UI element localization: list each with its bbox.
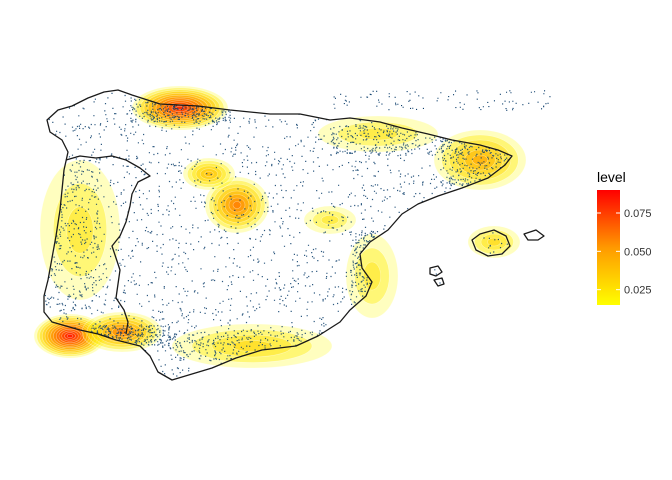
density-contour-band xyxy=(53,325,87,347)
density-hotspot-central-madrid xyxy=(204,176,270,234)
formentera-outline xyxy=(433,277,445,287)
density-contour-band xyxy=(312,210,348,230)
legend-tick-label: 0.025 xyxy=(624,285,652,297)
density-contour-band xyxy=(191,163,227,186)
density-contour-band xyxy=(231,340,273,352)
mallorca-outline xyxy=(471,229,511,257)
spain-portugal-border xyxy=(65,155,151,335)
density-contour-band xyxy=(47,322,93,350)
density-contour-band xyxy=(41,318,99,354)
density-contour-band xyxy=(195,165,223,183)
density-contour-band xyxy=(303,205,357,235)
density-contour-band xyxy=(171,323,333,369)
density-contour-band xyxy=(487,237,501,247)
density-contour-band xyxy=(58,328,82,344)
density-hotspot-east-coast-valencia xyxy=(345,233,399,319)
legend-title: level xyxy=(597,169,626,185)
density-contour-band xyxy=(362,261,381,291)
legend-tick-label: 0.050 xyxy=(624,246,652,258)
density-contour-band xyxy=(320,215,339,226)
ibiza-outline xyxy=(429,265,443,277)
density-contour-band xyxy=(232,201,242,209)
density-contour-band xyxy=(66,206,94,254)
density-contour-band xyxy=(354,247,390,305)
density-hotspot-north-central xyxy=(182,157,236,191)
density-hotspot-balearic-mallorca xyxy=(467,225,521,259)
density-contour-band xyxy=(208,180,266,230)
offshore-points xyxy=(333,90,551,111)
density-contour-band xyxy=(464,149,496,171)
density-contour-band xyxy=(131,85,229,131)
offshore-point-cloud xyxy=(333,90,551,111)
density-contour-band xyxy=(216,187,258,223)
density-contour-band xyxy=(433,129,527,191)
density-contour-band xyxy=(64,332,76,340)
density-contour-band xyxy=(81,311,163,353)
density-contour-band xyxy=(61,330,79,342)
density-layer xyxy=(33,85,527,369)
density-contour-band xyxy=(66,333,74,338)
density-contour-band xyxy=(171,104,189,113)
density-contour-band xyxy=(317,115,439,153)
density-contour-band xyxy=(139,89,221,127)
legend: level 0.075 0.050 0.025 xyxy=(597,169,652,305)
density-contour-band xyxy=(228,197,246,213)
legend-tick-label: 0.075 xyxy=(624,208,652,220)
legend-colorbar xyxy=(597,190,620,305)
density-hotspot-southwest-coast-east xyxy=(81,311,163,353)
density-hotspot-west-portugal xyxy=(39,159,121,301)
density-contour-band xyxy=(212,183,262,227)
density-contour-band xyxy=(187,160,232,188)
menorca-outline xyxy=(523,229,545,241)
density-contour-band xyxy=(39,317,101,355)
density-contour-band xyxy=(204,171,214,178)
density-hotspot-southwest-coast-west xyxy=(33,313,107,359)
iberia-outline xyxy=(43,89,513,381)
density-contour-band xyxy=(44,320,96,352)
density-contour-band xyxy=(200,168,219,180)
density-hotspot-south-coast xyxy=(171,323,333,369)
legend-ticks: 0.075 0.050 0.025 xyxy=(597,208,652,297)
density-contour-band xyxy=(220,190,254,220)
density-contour-band xyxy=(182,157,236,191)
density-contour-band xyxy=(480,233,508,251)
density-contour-band xyxy=(191,329,313,363)
density-contour-band xyxy=(135,87,225,129)
density-hotspot-central-east xyxy=(303,205,357,235)
country-outlines xyxy=(43,89,545,381)
